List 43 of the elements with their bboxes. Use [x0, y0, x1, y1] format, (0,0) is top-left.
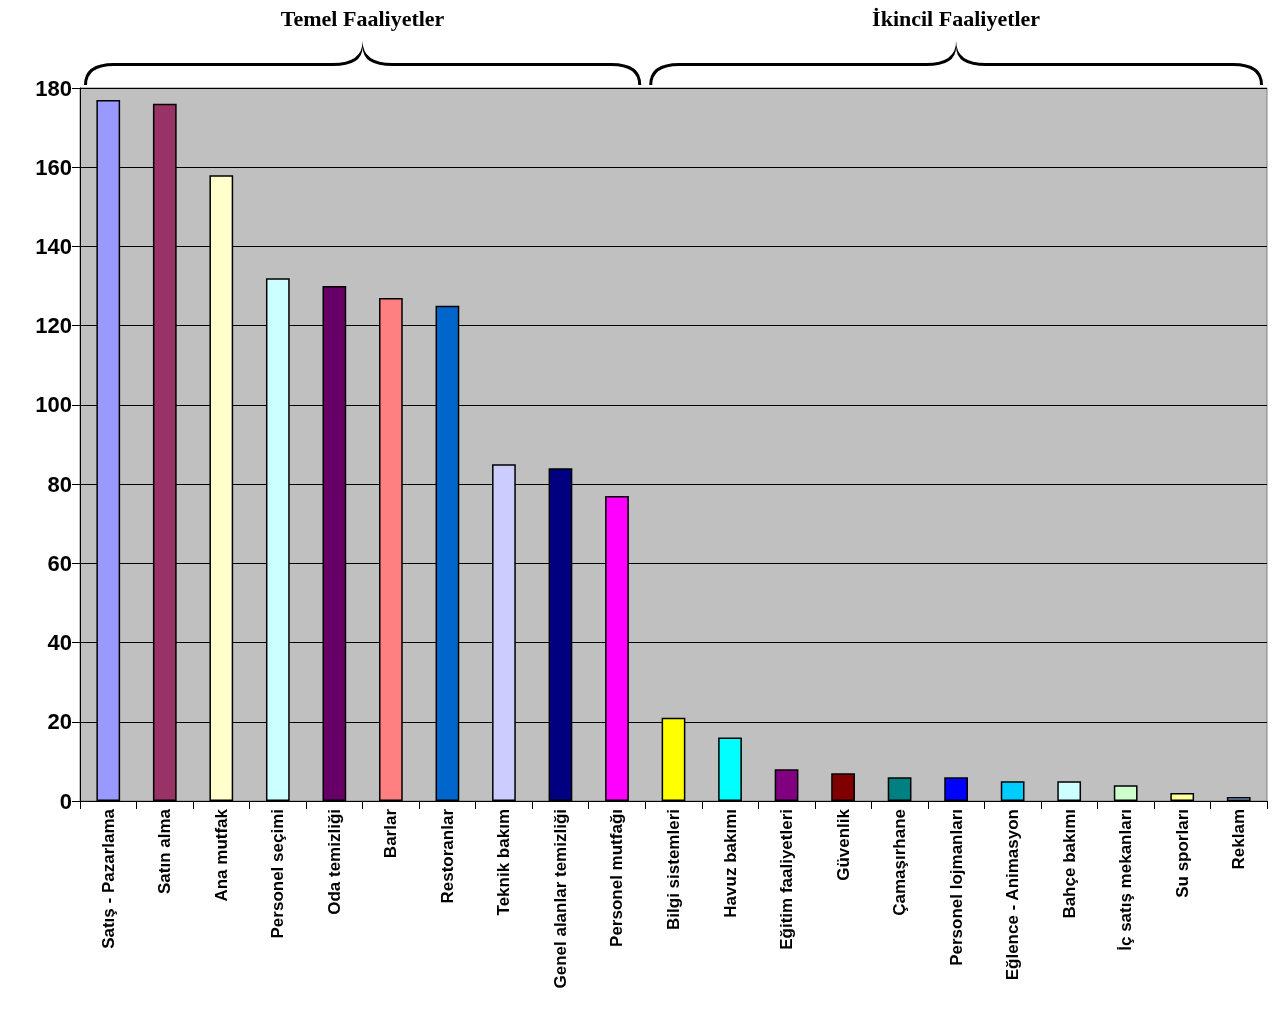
x-tick-label: Personel mutfağı	[607, 809, 627, 947]
y-tick-label: 0	[59, 788, 72, 814]
bar	[944, 777, 968, 801]
y-tick-label: 180	[35, 75, 72, 101]
y-tick-label: 80	[47, 471, 72, 497]
x-tick-label: Eğlence - Animasyon	[1003, 809, 1023, 981]
x-tick-label: Bilgi sistemleri	[664, 809, 683, 930]
bar	[887, 777, 912, 801]
x-tick-label: Reklam	[1229, 809, 1249, 870]
x-tick-label: Havuz bakımı	[720, 809, 740, 918]
bar	[1057, 781, 1082, 801]
y-tick-label: 120	[35, 313, 72, 339]
x-tick-label: Su sporları	[1172, 809, 1192, 898]
x-tick-label: Ana mutfak	[211, 808, 231, 902]
bar	[831, 773, 855, 801]
x-tick-label: Satın alma	[155, 808, 175, 895]
y-tick-label: 100	[35, 392, 72, 418]
x-tick-label: Güvenlik	[833, 808, 853, 881]
y-tick-label: 40	[47, 630, 72, 656]
x-tick-label: Personel lojmanları	[946, 809, 966, 966]
text: Temel Faaliyetler	[280, 6, 445, 32]
y-tick-label: 160	[35, 154, 72, 180]
x-tick-label: İç satış mekanları	[1116, 809, 1136, 951]
x-tick-label: Restoranlar	[437, 808, 457, 904]
x-tick-label: Oda temizliği	[324, 809, 344, 915]
bar	[1000, 781, 1025, 801]
bar	[718, 737, 742, 801]
x-tick-label: Bahçe bakımı	[1059, 809, 1079, 919]
x-tick-label: Çamaşırhane	[890, 809, 910, 916]
text: İkincil Faaliyetler	[872, 6, 1041, 32]
x-tick-label: Teknik bakım	[494, 809, 514, 916]
x-tick-label: Personel seçimi	[268, 809, 288, 939]
bar	[1170, 793, 1195, 801]
x-tick-label: Genel alanlar temizliği	[550, 809, 570, 989]
y-tick-label: 20	[47, 709, 72, 735]
y-tick-label: 60	[47, 550, 72, 576]
x-tick-label: Satış - Pazarlama	[98, 808, 118, 949]
x-tick-label: Eğitim faaliyetleri	[777, 809, 797, 950]
bar	[1226, 797, 1251, 801]
bar	[774, 769, 799, 801]
bar	[1113, 785, 1138, 801]
y-tick-label: 140	[35, 233, 72, 259]
x-tick-label: Barlar	[381, 808, 401, 859]
